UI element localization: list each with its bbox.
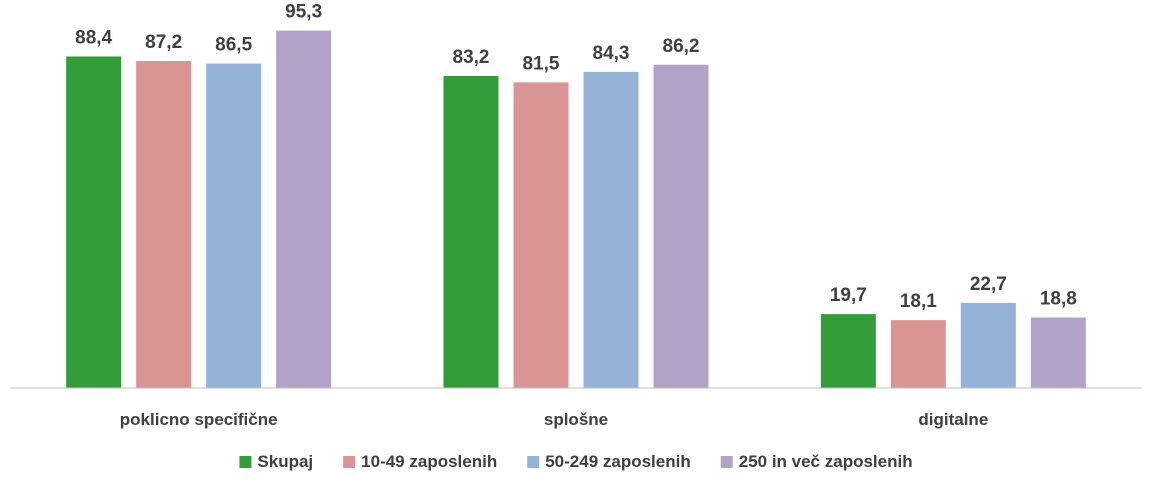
legend-swatch-10-49-zaposlenih [343,456,356,468]
data-label-digitalne-250-in-vec-zaposlenih: 18,8 [1040,289,1077,310]
data-label-digitalne-10-49-zaposlenih: 18,1 [900,291,937,312]
data-label-splosne-250-in-vec-zaposlenih: 86,2 [663,36,700,57]
legend-swatch-skupaj [239,456,252,468]
bar-poklicno-specificne-50-249-zaposlenih [206,63,262,388]
data-label-splosne-50-249-zaposlenih: 84,3 [593,43,630,64]
bar-poklicno-specificne-skupaj [66,56,122,388]
bar-poklicno-specificne-250-in-vec-zaposlenih [276,30,332,388]
bar-poklicno-specificne-10-49-zaposlenih [136,61,192,388]
legend-item-50-249-zaposlenih: 50-249 zaposlenih [527,452,691,471]
legend-label-skupaj: Skupaj [257,452,313,471]
bar-digitalne-10-49-zaposlenih [890,320,946,388]
data-label-splosne-10-49-zaposlenih: 81,5 [523,53,560,74]
legend: Skupaj 10-49 zaposlenih 50-249 zaposlenih 2… [239,452,913,471]
data-labels-layer: 88,4 87,2 86,5 95,3 83,2 81,5 84,3 86,2 19,7 18,1… [75,2,1077,313]
data-label-poklicno-specificne-250-in-vec-zaposlenih: 95,3 [285,2,322,23]
category-labels-layer: poklicno specifične splošne digitalne [120,410,989,429]
data-label-digitalne-skupaj: 19,7 [830,285,867,306]
bar-splosne-skupaj [443,76,499,388]
data-label-splosne-skupaj: 83,2 [453,47,490,68]
bar-splosne-250-in-vec-zaposlenih [653,64,709,388]
data-label-digitalne-50-249-zaposlenih: 22,7 [970,274,1007,295]
data-label-poklicno-specificne-10-49-zaposlenih: 87,2 [145,32,182,53]
bars-layer [66,30,1086,388]
legend-item-10-49-zaposlenih: 10-49 zaposlenih [343,452,497,471]
data-label-poklicno-specificne-skupaj: 88,4 [75,28,112,49]
category-label-splosne: splošne [544,410,608,429]
legend-label-250-in-vec-zaposlenih: 250 in več zaposlenih [739,452,913,471]
bar-digitalne-250-in-vec-zaposlenih [1030,317,1086,388]
legend-item-250-in-vec-zaposlenih: 250 in več zaposlenih [720,452,913,471]
category-label-poklicno-specificne: poklicno specifične [120,410,278,429]
bar-digitalne-skupaj [820,314,876,388]
legend-label-10-49-zaposlenih: 10-49 zaposlenih [361,452,497,471]
legend-item-skupaj: Skupaj [239,452,313,471]
bar-splosne-50-249-zaposlenih [583,71,639,388]
legend-label-50-249-zaposlenih: 50-249 zaposlenih [545,452,691,471]
bar-splosne-10-49-zaposlenih [513,82,569,388]
category-label-digitalne: digitalne [918,410,988,429]
data-label-poklicno-specificne-50-249-zaposlenih: 86,5 [215,35,252,56]
legend-swatch-250-in-vec-zaposlenih [720,456,733,468]
bar-digitalne-50-249-zaposlenih [960,302,1016,388]
legend-swatch-50-249-zaposlenih [527,456,540,468]
